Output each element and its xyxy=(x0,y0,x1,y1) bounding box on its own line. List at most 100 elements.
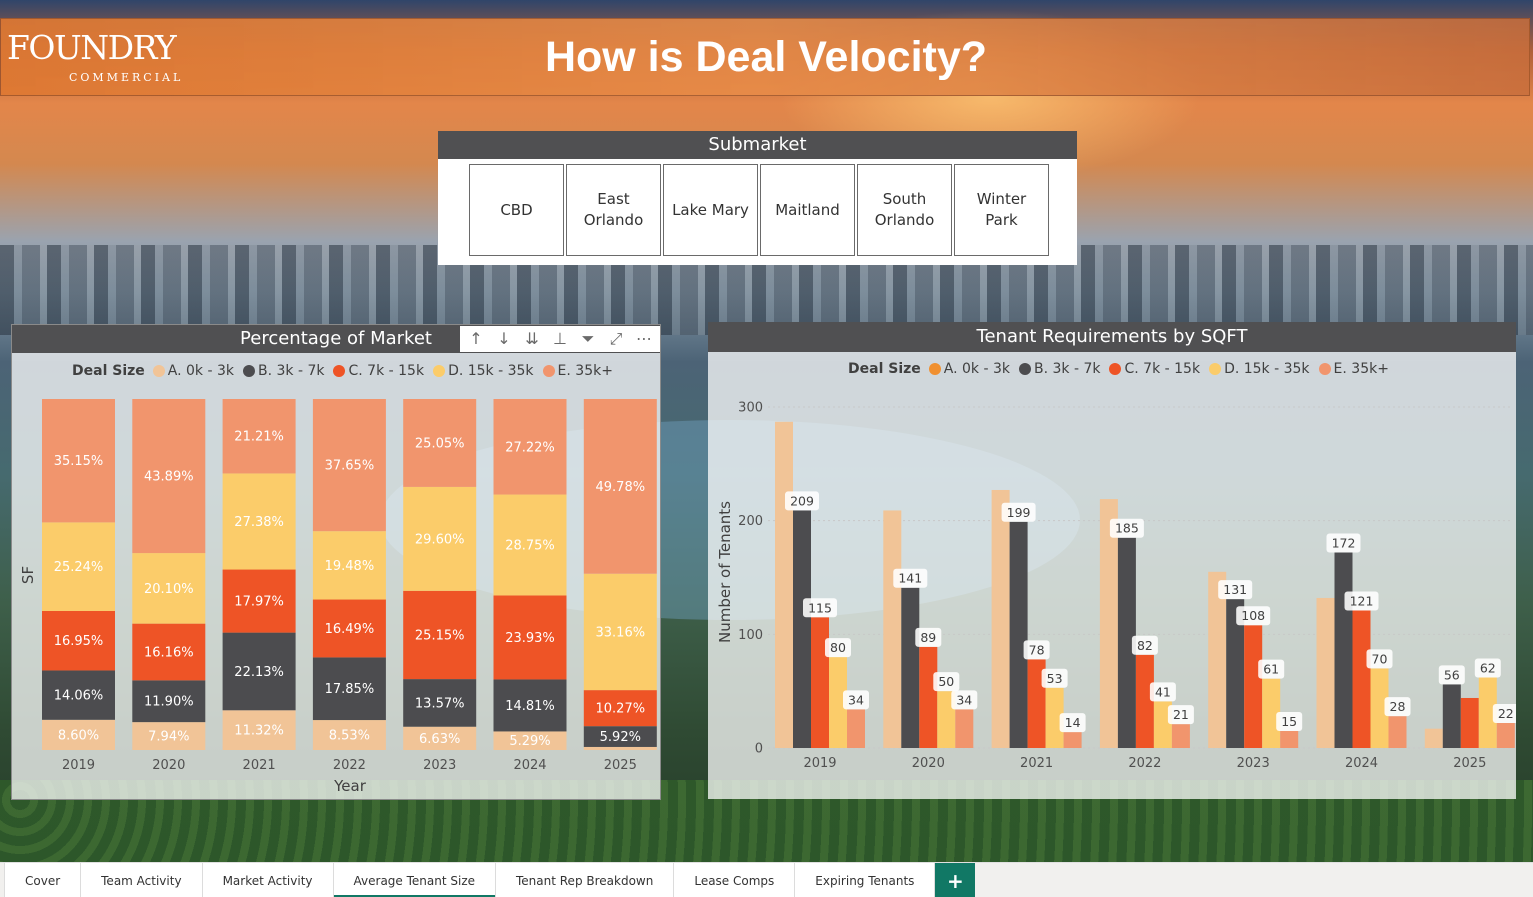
legend-item[interactable]: A. 0k - 3k xyxy=(928,361,1010,377)
page-tab[interactable]: Lease Comps xyxy=(674,863,796,897)
data-label: 20.10% xyxy=(144,582,194,597)
data-label: 16.16% xyxy=(144,645,194,660)
percentage-of-market-chart: 8.60% 14.06% 16.95% 25.24% 35.15% 2019 7.94% 11… xyxy=(19,399,657,795)
data-label-bg xyxy=(1276,711,1303,731)
x-tick-label: 2021 xyxy=(1020,756,1053,771)
bar-segment xyxy=(132,399,206,554)
legend-label: A. 0k - 3k xyxy=(167,363,234,379)
bar-segment xyxy=(222,399,296,474)
data-label-bg xyxy=(1167,705,1194,725)
page-tab[interactable]: Cover xyxy=(4,863,82,897)
data-label-bg xyxy=(1344,591,1379,611)
legend-dot-icon xyxy=(928,363,941,375)
bar-segment xyxy=(493,595,567,680)
legend-dot-icon xyxy=(1018,363,1031,375)
data-label-bg xyxy=(1041,668,1068,688)
bar xyxy=(1027,659,1046,748)
slicer-tile[interactable]: CBD xyxy=(469,164,564,256)
slicer-tile[interactable]: Winter Park xyxy=(954,164,1049,256)
x-tick-label: 2024 xyxy=(513,758,546,773)
bar-segment xyxy=(583,746,657,750)
data-label: 108 xyxy=(1241,608,1265,623)
bar-segment xyxy=(132,623,206,681)
bar xyxy=(1316,597,1335,748)
bar-segment xyxy=(403,399,477,487)
data-label: 82 xyxy=(1137,638,1153,653)
legend-dot-icon xyxy=(1109,363,1122,375)
data-label: 115 xyxy=(808,600,832,615)
slicer-tile[interactable]: Maitland xyxy=(760,164,855,256)
data-label: 172 xyxy=(1332,535,1356,550)
data-label: 56 xyxy=(1444,667,1460,682)
data-label: 27.22% xyxy=(505,440,555,455)
bar xyxy=(1009,521,1028,748)
legend-item[interactable]: A. 0k - 3k xyxy=(152,363,234,379)
more-options-icon[interactable]: ⋯ xyxy=(636,329,652,348)
double-arrow-down-icon[interactable]: ⇊ xyxy=(525,329,539,348)
x-tick-label: 2023 xyxy=(423,758,456,773)
legend-dot-icon xyxy=(152,365,165,377)
foundry-logo: FOUNDRY COMMERCIAL xyxy=(7,29,180,89)
bar xyxy=(919,646,938,748)
data-label-bg xyxy=(1131,635,1158,655)
data-label: 17.97% xyxy=(234,595,284,610)
arrow-down-icon[interactable]: ↓ xyxy=(497,329,511,348)
page-tab[interactable]: Market Activity xyxy=(202,863,334,897)
page-tab[interactable]: Tenant Rep Breakdown xyxy=(496,863,675,897)
hierarchy-icon[interactable]: ⊥ xyxy=(553,329,567,348)
slicer-title: Submarket xyxy=(438,131,1077,159)
y-tick-label: 0 xyxy=(755,742,763,757)
bar xyxy=(1424,728,1443,748)
x-tick-label: 2025 xyxy=(1453,756,1486,771)
tenant-requirements-visual[interactable]: Tenant Requirements by SQFT Deal Size A. … xyxy=(708,322,1516,799)
page-tab[interactable]: Average Tenant Size xyxy=(333,863,496,897)
legend-item[interactable]: B. 3k - 7k xyxy=(242,363,324,379)
legend-item[interactable]: B. 3k - 7k xyxy=(1018,361,1100,377)
bar-segment xyxy=(583,399,657,574)
bar xyxy=(811,617,829,748)
data-label-bg xyxy=(843,690,869,710)
data-label: 22 xyxy=(1498,706,1514,721)
arrow-up-icon[interactable]: ↑ xyxy=(469,329,483,348)
data-label-bg xyxy=(1059,713,1086,733)
page-tab[interactable]: Expiring Tenants xyxy=(795,863,936,897)
bar xyxy=(1496,722,1515,748)
legend-item[interactable]: D. 15k - 35k xyxy=(433,363,534,379)
data-label-bg xyxy=(893,568,928,588)
bar-segment xyxy=(493,494,567,596)
data-label-bg xyxy=(1366,649,1393,669)
legend-item[interactable]: C. 7k - 15k xyxy=(1109,361,1200,377)
percentage-of-market-visual[interactable]: Percentage of Market ↑ ↓ ⇊ ⊥ ⏷ ⤢ ⋯ Deal Size A.… xyxy=(11,324,661,800)
focus-mode-icon[interactable]: ⤢ xyxy=(609,329,623,348)
data-label-bg xyxy=(1149,682,1176,702)
bar-segment xyxy=(403,679,477,727)
bar xyxy=(1370,668,1389,748)
data-label: 25.05% xyxy=(415,436,465,451)
legend-item[interactable]: C. 7k - 15k xyxy=(333,363,424,379)
data-label-bg xyxy=(933,672,960,692)
bar xyxy=(1099,499,1118,748)
legend-item[interactable]: E. 35k+ xyxy=(542,363,613,379)
x-tick-label: 2019 xyxy=(62,758,95,773)
bar xyxy=(1045,687,1064,748)
legend-item[interactable]: D. 15k - 35k xyxy=(1209,361,1310,377)
filter-icon[interactable]: ⏷ xyxy=(581,329,595,348)
data-label: 62 xyxy=(1480,661,1496,676)
add-page-button[interactable]: + xyxy=(935,863,976,897)
slicer-tile[interactable]: South Orlando xyxy=(857,164,952,256)
legend-label: E. 35k+ xyxy=(1333,361,1389,377)
slicer-tile[interactable]: Lake Mary xyxy=(663,164,758,256)
data-label: 19.48% xyxy=(325,559,375,574)
bar xyxy=(1153,701,1172,748)
data-label: 89 xyxy=(920,630,936,645)
legend-item[interactable]: E. 35k+ xyxy=(1318,361,1389,377)
bar-segment xyxy=(403,726,477,750)
data-label: 199 xyxy=(1007,505,1031,520)
data-label-bg xyxy=(1001,502,1036,522)
page-tab[interactable]: Team Activity xyxy=(81,863,203,897)
page-title: How is Deal Velocity? xyxy=(544,33,988,81)
slicer-tile[interactable]: East Orlando xyxy=(566,164,661,256)
bar-segment xyxy=(493,399,567,495)
data-label-bg xyxy=(1236,606,1271,626)
data-label: 34 xyxy=(848,692,864,707)
